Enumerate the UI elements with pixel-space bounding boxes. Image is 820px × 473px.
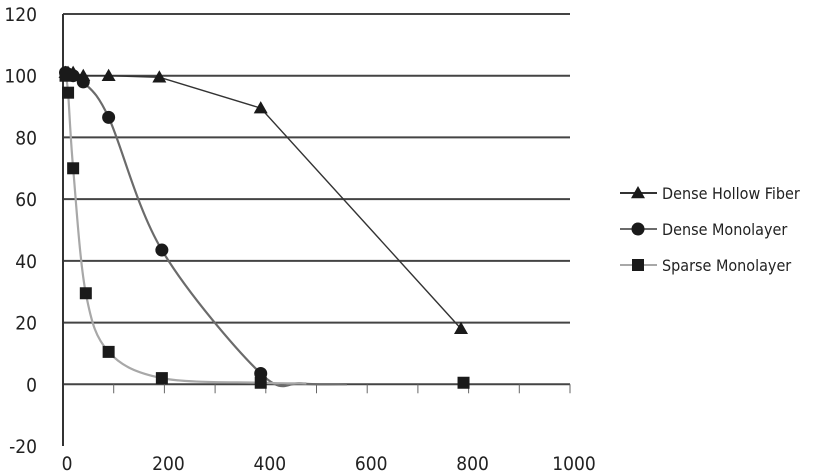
data-point-dense-monolayer xyxy=(155,243,169,257)
legend-label-dense-hollow-fiber: Dense Hollow Fiber xyxy=(662,184,800,203)
data-point-sparse-monolayer xyxy=(67,162,80,175)
legend: Dense Hollow Fiber Dense Monolayer Sparse … xyxy=(620,184,800,275)
data-point-dense-monolayer xyxy=(102,110,116,124)
data-point-sparse-monolayer xyxy=(155,372,168,385)
y-tick-label: 40 xyxy=(15,251,37,273)
y-tick-label: 20 xyxy=(15,313,37,335)
x-tick-label: 0 xyxy=(62,453,73,473)
data-point-sparse-monolayer xyxy=(79,287,92,300)
data-point-dense-hollow-fiber xyxy=(152,70,167,83)
y-tick-label: 120 xyxy=(4,4,37,26)
data-point-sparse-monolayer xyxy=(59,69,72,82)
y-tick-label: 60 xyxy=(15,189,37,211)
x-tick-label: 600 xyxy=(355,453,388,473)
data-point-sparse-monolayer xyxy=(102,345,115,358)
x-tick-label: 1000 xyxy=(552,453,596,473)
legend-marker-sparse-monolayer xyxy=(632,259,644,271)
data-point-sparse-monolayer xyxy=(457,376,470,389)
legend-label-sparse-monolayer: Sparse Monolayer xyxy=(662,256,791,275)
legend-label-dense-monolayer: Dense Monolayer xyxy=(662,220,787,239)
data-point-dense-monolayer xyxy=(76,75,90,89)
y-tick-labels: -20 0 20 40 60 80 100 120 xyxy=(4,4,37,458)
data-point-sparse-monolayer xyxy=(254,376,267,389)
series-lines xyxy=(64,71,462,388)
data-point-sparse-monolayer xyxy=(62,86,75,99)
y-tick-label: 100 xyxy=(4,66,37,88)
x-tick-label: 400 xyxy=(253,453,286,473)
series-points xyxy=(58,65,470,389)
axes xyxy=(62,14,571,446)
x-tick-label: 200 xyxy=(152,453,185,473)
x-tick-labels: 0 200 400 600 800 1000 xyxy=(62,453,596,473)
x-tick-label: 800 xyxy=(456,453,489,473)
data-point-dense-hollow-fiber xyxy=(453,321,468,334)
data-point-dense-hollow-fiber xyxy=(253,101,268,114)
series-line-sparse-monolayer xyxy=(64,75,307,385)
legend-marker-dense-hollow-fiber xyxy=(631,186,645,199)
y-tick-label: 80 xyxy=(15,127,37,149)
legend-marker-dense-monolayer xyxy=(631,222,645,236)
y-tick-label: 0 xyxy=(26,374,37,396)
data-point-dense-hollow-fiber xyxy=(101,68,116,81)
data-point-dense-monolayer xyxy=(254,366,268,380)
grid-lines xyxy=(63,13,570,386)
y-tick-label: -20 xyxy=(9,436,37,458)
